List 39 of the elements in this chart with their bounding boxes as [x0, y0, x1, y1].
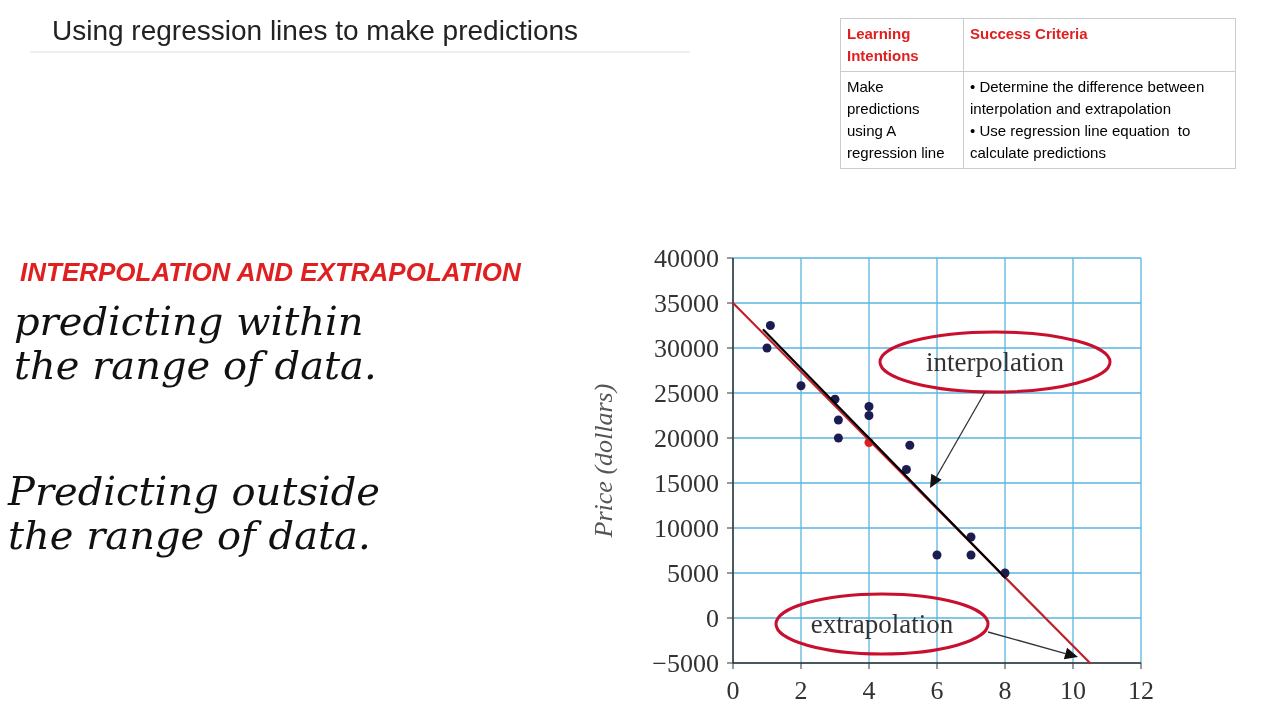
y-tick-label: 10000	[654, 514, 719, 544]
x-tick-label: 10	[1060, 676, 1086, 705]
x-tick-label: 0	[726, 676, 740, 705]
y-tick-label: 25000	[654, 379, 719, 409]
point	[864, 411, 874, 420]
point	[864, 402, 874, 411]
y-axis-title: Price (dollars)	[589, 383, 618, 539]
x-tick-label: 4	[862, 676, 876, 705]
point	[966, 550, 976, 560]
text: Using regression lines to make predictions	[52, 15, 579, 46]
y-tick-label: −5000	[652, 649, 719, 679]
text: Predicting outside the range of data.	[7, 468, 380, 558]
x-tick-label: 8	[998, 676, 1012, 705]
text: predicting within the range of data.	[14, 298, 377, 388]
x-tick-label: 2	[794, 676, 808, 705]
point	[833, 415, 843, 425]
point	[796, 381, 806, 391]
text: Make predictions using A regression line	[840, 71, 964, 169]
text: INTERPOLATION AND EXTRAPOLATION	[20, 257, 522, 287]
annotation: extrapolation	[810, 609, 954, 640]
point	[905, 440, 915, 450]
y-tick-label: 35000	[654, 289, 719, 319]
y-tick-label: 5000	[667, 559, 719, 589]
annotation: interpolation	[926, 347, 1065, 378]
y-tick-label: 0	[706, 604, 719, 634]
text: Success Criteria	[963, 18, 1236, 72]
text: • Determine the difference between interpolation and extrapolation • Use regression line equation to calculate predictions	[963, 71, 1236, 169]
point	[901, 465, 911, 474]
x-tick-label: 6	[930, 676, 944, 705]
point	[833, 433, 843, 443]
text: Learning Intentions	[840, 18, 964, 72]
point	[932, 550, 942, 560]
y-tick-label: 15000	[654, 469, 719, 499]
point	[762, 343, 772, 353]
point	[765, 321, 775, 330]
y-tick-label: 20000	[654, 424, 719, 454]
y-tick-label: 30000	[654, 334, 719, 364]
y-tick-label: 40000	[654, 244, 719, 274]
x-tick-label: 12	[1128, 676, 1154, 705]
